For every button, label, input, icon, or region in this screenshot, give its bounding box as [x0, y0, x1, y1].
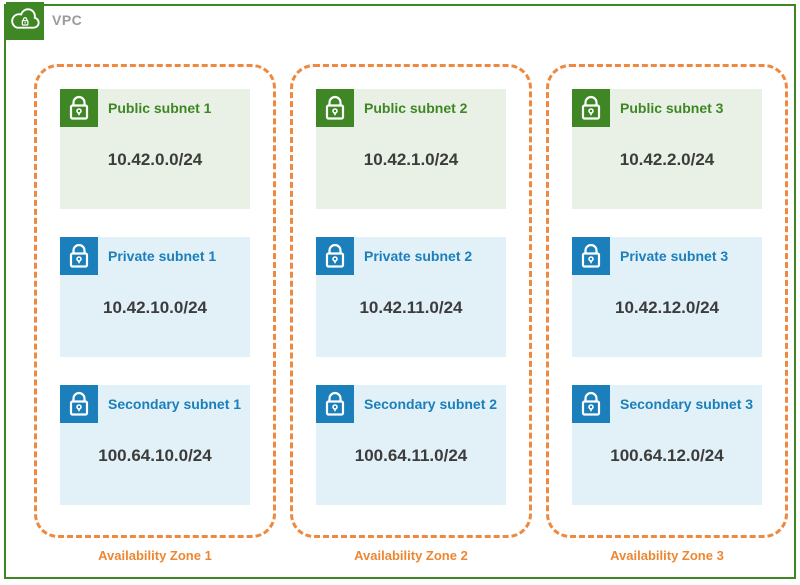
- subnet-card-public-3: Public subnet 3 10.42.2.0/24: [572, 89, 762, 209]
- subnet-lock-icon: [572, 385, 610, 423]
- subnet-lock-icon: [316, 89, 354, 127]
- subnet-lock-icon: [572, 237, 610, 275]
- subnet-card-public-1: Public subnet 1 10.42.0.0/24: [60, 89, 250, 209]
- subnet-card-public-2: Public subnet 2 10.42.1.0/24: [316, 89, 506, 209]
- availability-zone-3: Public subnet 3 10.42.2.0/24 Private sub…: [546, 64, 788, 563]
- subnet-name: Private subnet 3: [620, 248, 729, 264]
- subnet-lock-icon: [60, 89, 98, 127]
- subnet-cidr: 10.42.2.0/24: [619, 150, 715, 169]
- vpc-cloud-icon: [6, 2, 44, 40]
- vpc-label: VPC: [52, 12, 83, 28]
- subnet-card-secondary-3: Secondary subnet 3 100.64.12.0/24: [572, 385, 762, 505]
- availability-zone-2-label: Availability Zone 2: [354, 548, 468, 563]
- subnet-name: Public subnet 2: [364, 100, 468, 116]
- subnet-card-secondary-2: Secondary subnet 2 100.64.11.0/24: [316, 385, 506, 505]
- subnet-card-secondary-1: Secondary subnet 1 100.64.10.0/24: [60, 385, 250, 505]
- subnet-card-private-2: Private subnet 2 10.42.11.0/24: [316, 237, 506, 357]
- subnet-name: Secondary subnet 2: [364, 396, 498, 412]
- availability-zone-3-label: Availability Zone 3: [610, 548, 724, 563]
- subnet-name: Private subnet 1: [108, 248, 217, 264]
- availability-zone-2: Public subnet 2 10.42.1.0/24 Private sub…: [290, 64, 532, 563]
- subnet-cidr: 100.64.11.0/24: [354, 446, 468, 465]
- subnet-lock-icon: [316, 237, 354, 275]
- subnet-name: Secondary subnet 3: [620, 396, 754, 412]
- subnet-lock-icon: [316, 385, 354, 423]
- availability-zone-1-label: Availability Zone 1: [98, 548, 212, 563]
- subnet-lock-icon: [60, 385, 98, 423]
- subnet-cidr: 10.42.1.0/24: [363, 150, 459, 169]
- subnet-name: Public subnet 1: [108, 100, 212, 116]
- subnet-card-private-1: Private subnet 1 10.42.10.0/24: [60, 237, 250, 357]
- subnet-cidr: 10.42.0.0/24: [107, 150, 203, 169]
- subnet-cidr: 10.42.11.0/24: [359, 298, 463, 317]
- vpc-container: Public subnet 1 10.42.0.0/24 Private sub…: [4, 4, 796, 579]
- availability-zone-1: Public subnet 1 10.42.0.0/24 Private sub…: [34, 64, 276, 563]
- availability-zone-2-border: Public subnet 2 10.42.1.0/24 Private sub…: [290, 64, 532, 538]
- subnet-lock-icon: [572, 89, 610, 127]
- availability-zone-1-border: Public subnet 1 10.42.0.0/24 Private sub…: [34, 64, 276, 538]
- subnet-cidr: 10.42.10.0/24: [103, 298, 207, 317]
- subnet-lock-icon: [60, 237, 98, 275]
- subnet-cidr: 10.42.12.0/24: [615, 298, 719, 317]
- availability-zones: Public subnet 1 10.42.0.0/24 Private sub…: [34, 64, 788, 563]
- subnet-cidr: 100.64.10.0/24: [98, 446, 212, 465]
- subnet-card-private-3: Private subnet 3 10.42.12.0/24: [572, 237, 762, 357]
- availability-zone-3-border: Public subnet 3 10.42.2.0/24 Private sub…: [546, 64, 788, 538]
- subnet-name: Secondary subnet 1: [108, 396, 242, 412]
- subnet-cidr: 100.64.12.0/24: [610, 446, 724, 465]
- subnet-name: Private subnet 2: [364, 248, 473, 264]
- subnet-name: Public subnet 3: [620, 100, 724, 116]
